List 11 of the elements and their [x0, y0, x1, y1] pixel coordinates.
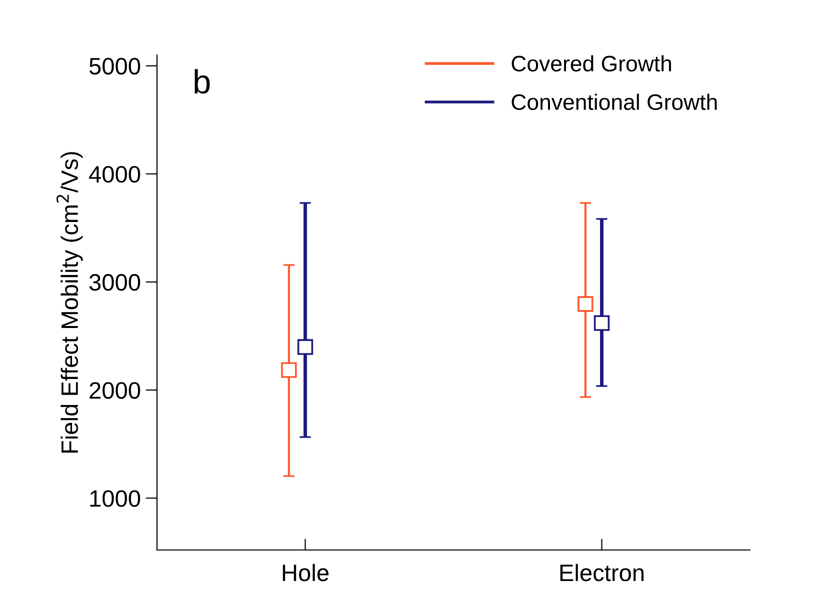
legend-label: Covered Growth	[512, 55, 671, 72]
annotation: b	[194, 69, 210, 94]
y-tick-label: 5000	[89, 58, 140, 75]
x-tick-label: Electron	[560, 564, 644, 582]
y-axis-title: Field Effect Mobility (cm$^{2}$/Vs)	[56, 152, 83, 453]
y-tick-label: 2000	[90, 382, 140, 399]
y-tick-label: 4000	[89, 166, 140, 183]
legend-label: Conventional Growth	[512, 94, 717, 110]
y-tick-label: 1000	[90, 490, 140, 507]
y-tick-label: 3000	[89, 274, 140, 291]
x-tick-label: Hole	[282, 564, 328, 582]
